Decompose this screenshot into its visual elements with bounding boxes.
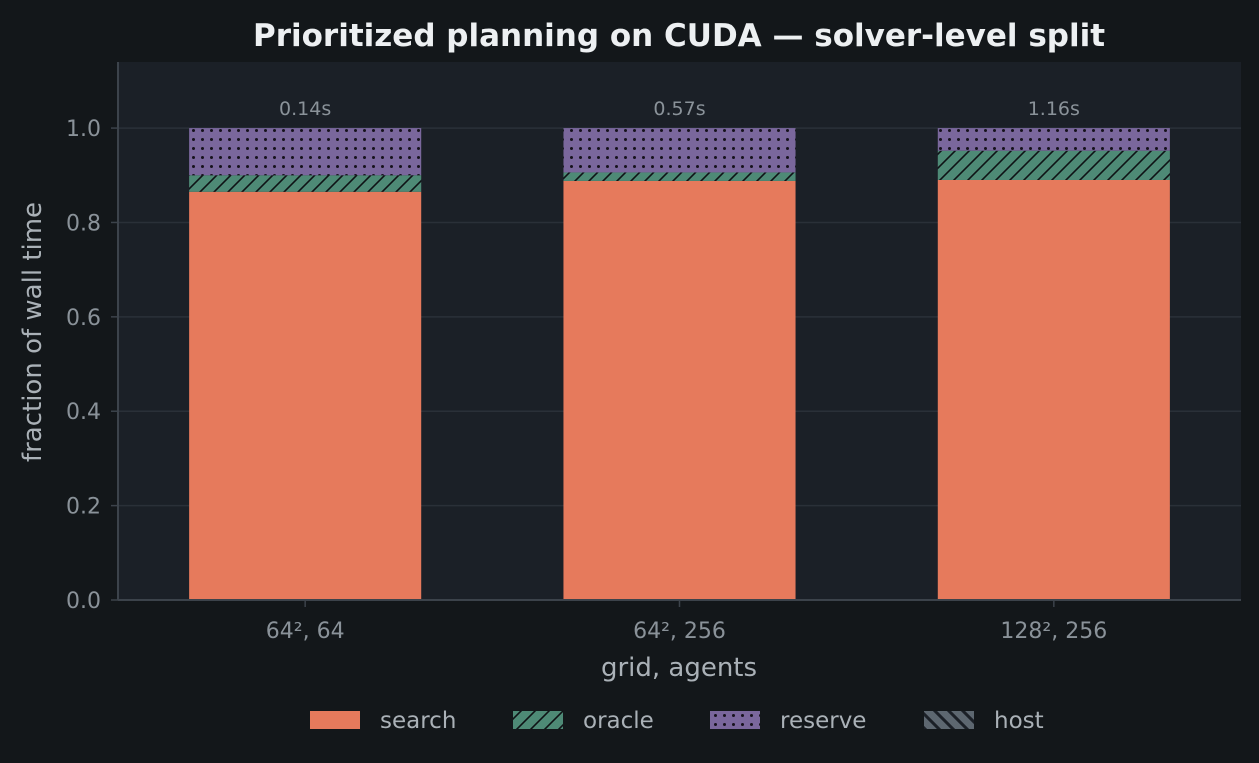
legend-label-reserve: reserve	[780, 708, 866, 734]
x-tick-label: 64², 256	[633, 619, 726, 644]
bar-reserve	[937, 128, 1170, 151]
bar-oracle	[937, 150, 1170, 180]
legend: search oracle reserve host	[310, 708, 1044, 734]
bar-search	[563, 180, 796, 600]
x-axis-label: grid, agents	[601, 653, 757, 683]
legend-label-search: search	[380, 708, 456, 734]
bar-search	[189, 191, 422, 600]
bar-search	[937, 179, 1170, 600]
tick-labels: 0.0 0.2 0.4 0.6 0.8 1.0 64², 64 64², 256 128², 2…	[66, 117, 1107, 644]
legend-item-reserve: reserve	[710, 708, 866, 734]
x-tick-label: 64², 64	[266, 619, 345, 644]
bar-total-label: 1.16s	[1028, 98, 1080, 120]
chart-title: Prioritized planning on CUDA — solver-le…	[253, 18, 1105, 54]
legend-label-oracle: oracle	[583, 708, 654, 734]
legend-swatch-oracle	[513, 711, 563, 729]
bar-oracle	[189, 175, 422, 192]
legend-item-oracle: oracle	[513, 708, 654, 734]
legend-swatch-reserve	[710, 711, 760, 729]
bar-reserve	[189, 128, 422, 176]
bars	[189, 128, 1170, 600]
legend-swatch-host	[924, 711, 974, 729]
bar-total-label: 0.14s	[279, 98, 331, 120]
y-tick-label: 1.0	[66, 117, 101, 142]
y-tick-label: 0.2	[66, 495, 101, 520]
legend-item-host: host	[924, 708, 1044, 734]
y-tick-label: 0.8	[66, 211, 101, 236]
bar-total-labels: 0.14s 0.57s 1.16s	[279, 98, 1080, 120]
x-tick-label: 128², 256	[1000, 619, 1107, 644]
legend-swatch-search	[310, 711, 360, 729]
legend-item-search: search	[310, 708, 456, 734]
bar-total-label: 0.57s	[653, 98, 705, 120]
y-tick-label: 0.0	[66, 589, 101, 614]
axes	[111, 62, 1241, 607]
y-axis-label: fraction of wall time	[18, 202, 48, 462]
y-tick-label: 0.4	[66, 400, 101, 425]
legend-label-host: host	[994, 708, 1044, 734]
y-tick-label: 0.6	[66, 306, 101, 331]
bar-reserve	[563, 128, 796, 173]
bar-oracle	[563, 172, 796, 181]
